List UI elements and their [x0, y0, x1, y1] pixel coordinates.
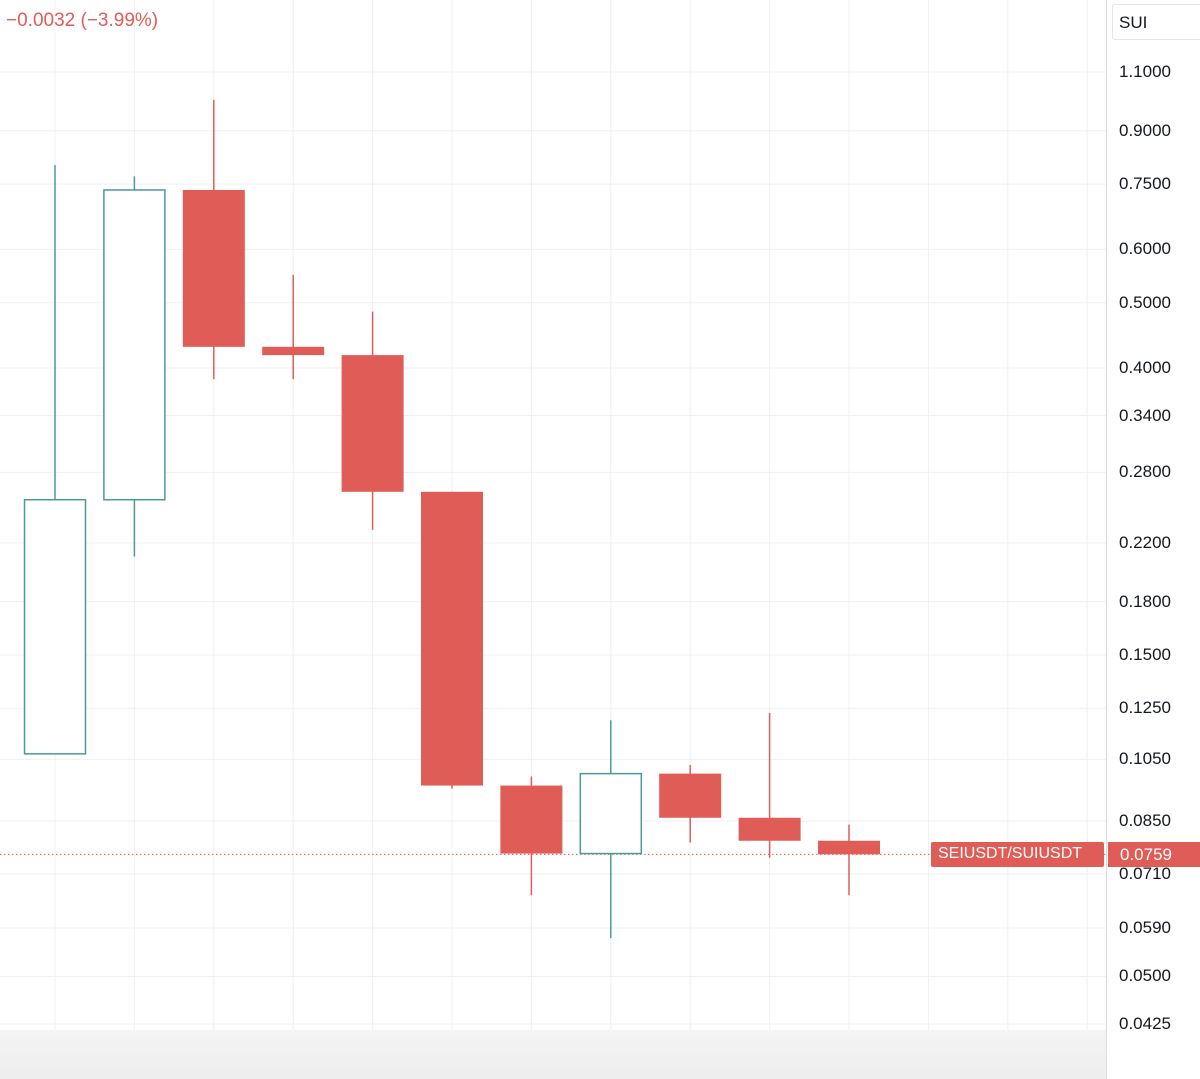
last-price-tag: 0.0759 — [1108, 842, 1200, 867]
price-tick-label: 0.0425 — [1119, 1014, 1171, 1033]
price-tick-label: 0.0850 — [1119, 811, 1171, 831]
candle-body — [421, 491, 483, 786]
price-tick-label: 0.5000 — [1119, 292, 1171, 312]
candle-body — [579, 772, 643, 855]
price-tick-label: 1.1000 — [1119, 62, 1171, 81]
price-tick-label: 0.6000 — [1119, 239, 1171, 259]
price-tick-label: 0.3400 — [1119, 405, 1171, 425]
price-tick-label: 0.2800 — [1119, 462, 1171, 482]
candle-body — [818, 840, 880, 855]
candle-body — [659, 773, 722, 818]
price-axis[interactable] — [1106, 0, 1200, 1079]
price-tick-label: 0.2200 — [1119, 532, 1171, 552]
candle-body — [182, 189, 245, 347]
candlestick-chart[interactable] — [0, 0, 1106, 1030]
candle-body — [341, 355, 404, 492]
chart-area[interactable] — [0, 0, 1106, 1030]
price-tick-label: 0.0590 — [1119, 918, 1171, 938]
candle-body — [262, 346, 325, 356]
price-tick-label: 0.1050 — [1119, 749, 1171, 769]
candle-body — [103, 189, 166, 501]
candle-body — [500, 785, 563, 854]
candle-body — [23, 498, 87, 755]
series-label-tag: SEIUSDT/SUIUSDT — [931, 842, 1104, 867]
price-tick-label: 0.1500 — [1119, 644, 1171, 664]
price-tick-label: 0.0500 — [1119, 966, 1171, 986]
price-tick-label: 0.1250 — [1119, 698, 1171, 718]
symbol-input[interactable]: SUI — [1112, 4, 1200, 40]
price-tick-label: 0.1800 — [1119, 591, 1171, 611]
candle-body — [738, 817, 801, 841]
time-axis-bar[interactable] — [0, 1030, 1106, 1079]
price-tick-label: 0.7500 — [1119, 174, 1171, 194]
price-tick-label: 0.9000 — [1119, 120, 1171, 140]
price-change-label: −0.0032 (−3.99%) — [6, 10, 159, 31]
price-tick-label: 0.0710 — [1119, 863, 1171, 883]
price-tick-label: 0.4000 — [1119, 357, 1171, 377]
